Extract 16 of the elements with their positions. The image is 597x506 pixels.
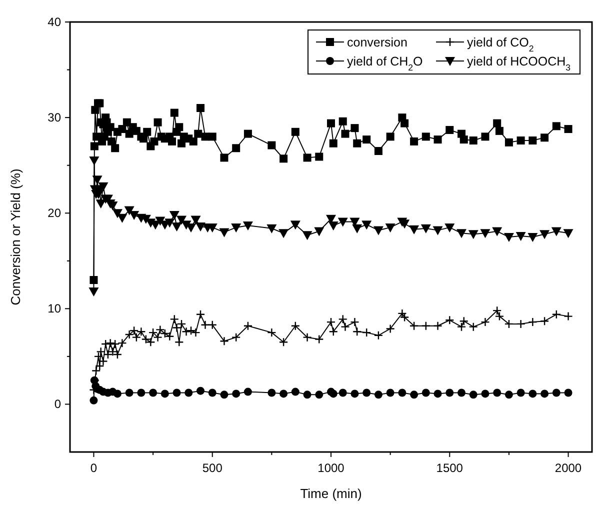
x-tick-label: 2000 xyxy=(554,461,582,475)
y-tick-label: 0 xyxy=(54,397,62,412)
legend-label: yield of CH$_{2}$O xyxy=(347,54,424,72)
x-tick-label: 0 xyxy=(90,461,98,475)
y-tick-label: 30 xyxy=(48,110,62,125)
legend-label: conversion xyxy=(347,36,408,50)
y-axis-title: Conversion or Yield (%) xyxy=(8,168,23,306)
y-tick-label: 10 xyxy=(48,302,62,316)
legend-label: yield of CO$_{2}$ xyxy=(467,36,534,54)
y-tick-label: 20 xyxy=(48,206,62,220)
legend-label: yield of HCOOCH$_{3}$ xyxy=(467,54,571,72)
x-axis-title: Time (min) xyxy=(300,486,362,501)
x-tick-label: 1500 xyxy=(436,461,464,475)
x-tick-label: 1000 xyxy=(318,461,345,475)
y-tick-label: 40 xyxy=(48,15,62,29)
x-tick-label: 500 xyxy=(202,461,223,475)
